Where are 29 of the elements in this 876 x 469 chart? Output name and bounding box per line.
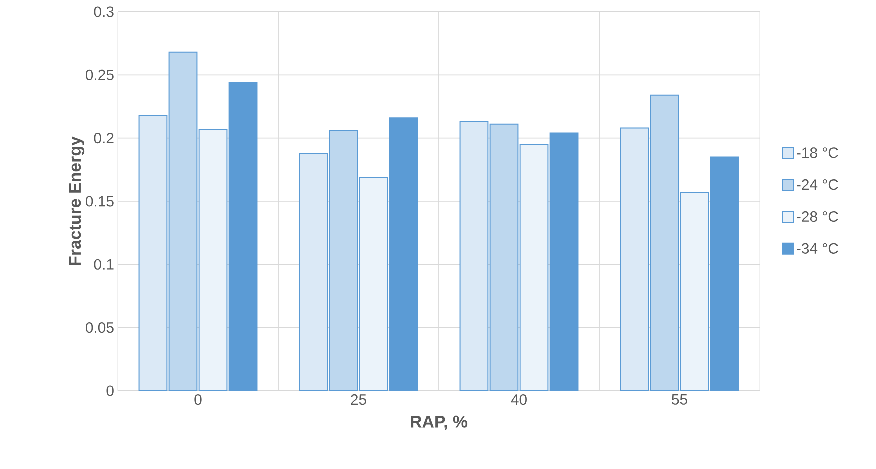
x-axis-title: RAP, % (411, 416, 468, 430)
x-tick-label: 25 (351, 394, 366, 406)
bar (168, 52, 198, 391)
bar (520, 144, 549, 391)
legend-label: -24 °C (797, 180, 838, 190)
bar (198, 128, 228, 391)
bar (650, 94, 680, 391)
bar (138, 115, 168, 391)
bar (620, 128, 650, 391)
y-tick-label: 0.05 (86, 322, 114, 334)
y-tick-label: 0.3 (94, 6, 114, 18)
legend-label: -28 °C (797, 211, 838, 222)
bar (360, 177, 388, 391)
y-tick-label: 0.25 (86, 70, 114, 80)
x-tick-label: 0 (194, 394, 202, 406)
x-tick-label: 55 (672, 394, 688, 405)
y-tick-label: 0 (106, 386, 114, 396)
legend-label: -34 °C (797, 243, 838, 254)
bar (300, 153, 328, 391)
y-tick-label: 0.2 (94, 133, 114, 144)
bar (460, 121, 489, 391)
y-tick-label: 0.1 (94, 259, 114, 270)
y-tick-label: 0.15 (86, 196, 114, 207)
bar (490, 124, 519, 391)
legend-label: -18 °C (797, 148, 838, 158)
x-tick-label: 40 (511, 394, 527, 406)
y-axis-title: Fracture Energy (69, 136, 85, 266)
bar (680, 192, 710, 391)
bar (330, 130, 358, 391)
